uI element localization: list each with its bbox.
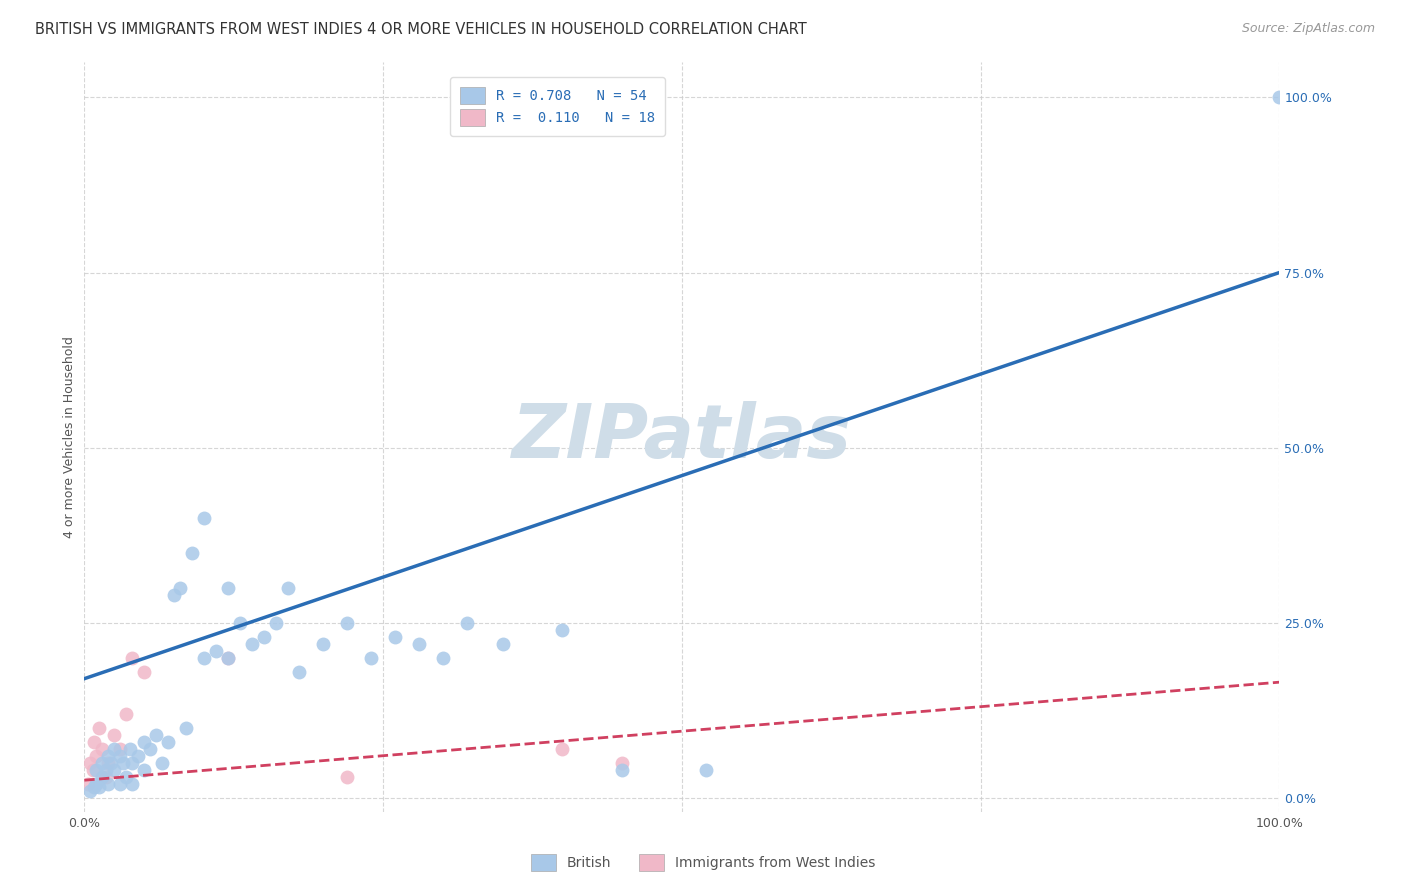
Point (163, 588, 186, 602)
Point (360, 650, 382, 665)
Point (253, 630, 276, 644)
Point (169, 581, 191, 595)
Point (217, 650, 239, 665)
Point (150, 756, 173, 770)
Point (127, 748, 149, 763)
Point (87, 780, 110, 795)
Text: Source: ZipAtlas.com: Source: ZipAtlas.com (1241, 22, 1375, 36)
Point (240, 637, 263, 651)
Point (103, 741, 125, 756)
Point (612, 756, 634, 770)
Point (91, 770, 114, 784)
Point (157, 734, 180, 748)
Point (132, 734, 156, 748)
Point (97, 748, 120, 763)
Point (100, 756, 122, 770)
Point (181, 546, 204, 560)
Point (229, 615, 252, 630)
Point (492, 637, 515, 651)
Point (264, 615, 287, 630)
Point (103, 728, 125, 742)
Point (86, 748, 108, 763)
Point (174, 721, 197, 735)
Point (205, 643, 228, 657)
Legend: R = 0.708   N = 54, R =  0.110   N = 18: R = 0.708 N = 54, R = 0.110 N = 18 (450, 77, 665, 136)
Point (193, 650, 215, 665)
Point (312, 637, 335, 651)
Point (121, 756, 143, 770)
Point (217, 650, 239, 665)
Point (551, 741, 574, 756)
Point (408, 637, 430, 651)
Point (277, 581, 299, 595)
Point (612, 763, 634, 777)
Point (432, 650, 454, 665)
Point (336, 615, 359, 630)
Point (110, 777, 132, 791)
Point (97, 756, 120, 770)
Point (132, 763, 156, 777)
Point (1268, 90, 1291, 104)
Point (121, 777, 143, 791)
Point (695, 763, 717, 777)
Text: BRITISH VS IMMIGRANTS FROM WEST INDIES 4 OR MORE VEHICLES IN HOUSEHOLD CORRELATI: BRITISH VS IMMIGRANTS FROM WEST INDIES 4… (35, 22, 807, 37)
Point (79, 783, 101, 797)
Point (336, 770, 359, 784)
Point (384, 630, 406, 644)
Point (139, 741, 162, 756)
Point (115, 706, 138, 721)
Point (111, 756, 134, 770)
Point (86, 777, 108, 791)
Point (145, 728, 167, 742)
Point (551, 623, 574, 637)
Point (103, 763, 125, 777)
Point (132, 665, 156, 679)
Point (79, 756, 101, 770)
Point (121, 650, 143, 665)
Point (217, 581, 239, 595)
Legend: British, Immigrants from West Indies: British, Immigrants from West Indies (524, 848, 882, 876)
Point (193, 510, 215, 524)
Y-axis label: 4 or more Vehicles in Household: 4 or more Vehicles in Household (63, 336, 76, 538)
Point (110, 748, 132, 763)
Point (83, 734, 105, 748)
Point (110, 741, 132, 756)
Point (97, 777, 120, 791)
Point (115, 770, 138, 784)
Point (82, 763, 104, 777)
Point (118, 741, 141, 756)
Point (94, 770, 117, 784)
Text: ZIPatlas: ZIPatlas (512, 401, 852, 474)
Point (91, 741, 114, 756)
Point (83, 780, 105, 795)
Point (86, 763, 108, 777)
Point (456, 615, 478, 630)
Point (91, 756, 114, 770)
Point (94, 763, 117, 777)
Point (87, 721, 110, 735)
Point (288, 665, 311, 679)
Point (77, 777, 100, 791)
